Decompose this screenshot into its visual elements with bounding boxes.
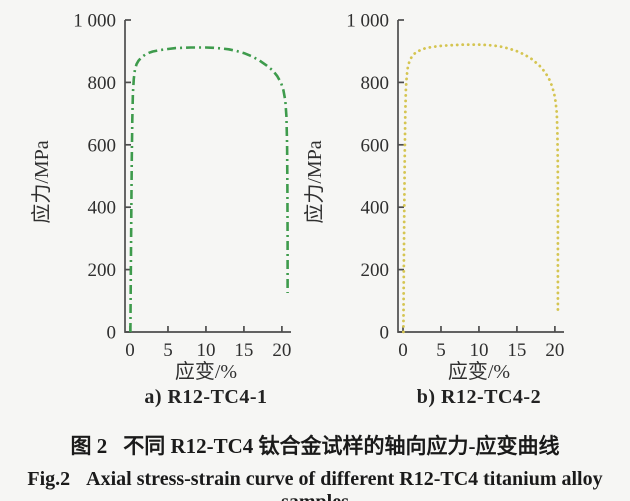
subplot-a-stress-strain-chart: 0 200 400 600 800 1 000 0 5 10 15 20 应力/MPa 应变/% a) R… xyxy=(30,11,291,409)
figure-number-zh: 图 2 xyxy=(70,434,108,458)
axes xyxy=(124,20,291,333)
x-axis-label: 应变/% xyxy=(448,360,510,383)
subplot-label: a) R12-TC4-1 xyxy=(144,386,267,408)
x-tick-label: 20 xyxy=(545,340,564,361)
y-tick-label: 200 xyxy=(88,260,117,281)
y-tick-label: 800 xyxy=(361,73,390,94)
subplot-label: b) R12-TC4-2 xyxy=(417,386,541,408)
x-tick-label: 0 xyxy=(398,340,408,361)
y-axis-label: 应力/MPa xyxy=(303,140,326,223)
figure-caption-zh-text: 不同 R12-TC4 钛合金试样的轴向应力-应变曲线 xyxy=(123,434,560,458)
y-tick-label: 600 xyxy=(88,135,117,156)
x-tick-label: 5 xyxy=(163,340,173,361)
y-tick-label: 1 000 xyxy=(73,11,116,32)
x-tick-label: 20 xyxy=(272,340,291,361)
y-tick-label: 400 xyxy=(361,198,390,219)
x-tick-label: 0 xyxy=(125,340,135,361)
x-tick-label: 15 xyxy=(507,340,526,361)
x-tick-label: 10 xyxy=(469,340,488,361)
subplot-b-stress-strain-chart: 0 200 400 600 800 1 000 0 5 10 15 20 应力/MPa 应变/% b) R… xyxy=(303,11,564,409)
figure-caption-english: Fig.2 Axial stress-strain curve of differ… xyxy=(0,468,630,501)
series-curve xyxy=(402,43,560,334)
y-tick-label: 200 xyxy=(361,260,390,281)
y-axis-label: 应力/MPa xyxy=(30,140,53,223)
x-axis-label: 应变/% xyxy=(175,360,237,383)
x-tick-label: 5 xyxy=(436,340,446,361)
figure-caption-chinese: 图 2 不同 R12-TC4 钛合金试样的轴向应力-应变曲线 xyxy=(0,430,630,460)
y-tick-label: 0 xyxy=(107,323,117,344)
y-tick-label: 800 xyxy=(88,73,117,94)
y-tick-label: 0 xyxy=(380,323,390,344)
plots-row: 0 200 400 600 800 1 000 0 5 10 15 20 应力/MPa 应变/% a) R… xyxy=(30,11,564,409)
series-curve xyxy=(129,46,289,333)
y-tick-label: 1 000 xyxy=(346,11,389,32)
y-tick-label: 400 xyxy=(88,198,117,219)
figure-caption-en-text: Axial stress-strain curve of different R… xyxy=(86,468,603,501)
figure-number-en: Fig.2 xyxy=(27,468,71,490)
x-tick-label: 10 xyxy=(196,340,215,361)
y-tick-label: 600 xyxy=(361,135,390,156)
x-tick-label: 15 xyxy=(234,340,253,361)
